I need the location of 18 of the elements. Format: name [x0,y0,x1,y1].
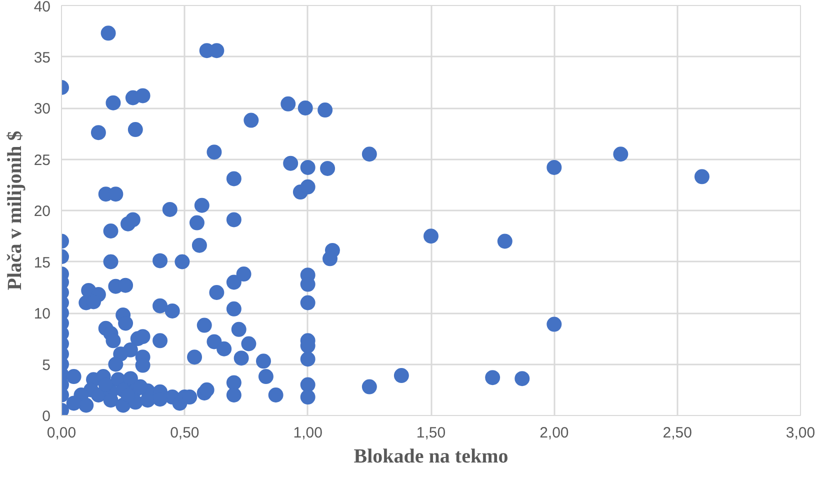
x-tick-label: 1,00 [293,424,322,442]
y-tick-label: 10 [34,306,51,322]
x-tick-label: 2,50 [662,424,692,442]
x-tick-label: 2,00 [540,424,569,442]
x-tick-label: 0,00 [46,424,76,442]
x-tick-label: 0,50 [170,424,200,442]
y-tick-label: 15 [34,254,51,272]
y-axis-title: Plača v milijonih $ [4,130,26,290]
x-axis-title: Blokade na tekmo [354,446,508,468]
y-tick-label: 25 [34,152,51,169]
x-tick-label: 3,00 [786,424,816,442]
y-tick-label: 5 [42,356,50,374]
y-tick-label: 30 [34,100,51,118]
y-tick-label: 0 [42,408,50,425]
x-tick-label: 1,50 [416,424,446,442]
y-tick-label: 40 [34,0,51,16]
y-tick-label: 35 [34,49,51,66]
y-tick-label: 20 [34,203,51,220]
